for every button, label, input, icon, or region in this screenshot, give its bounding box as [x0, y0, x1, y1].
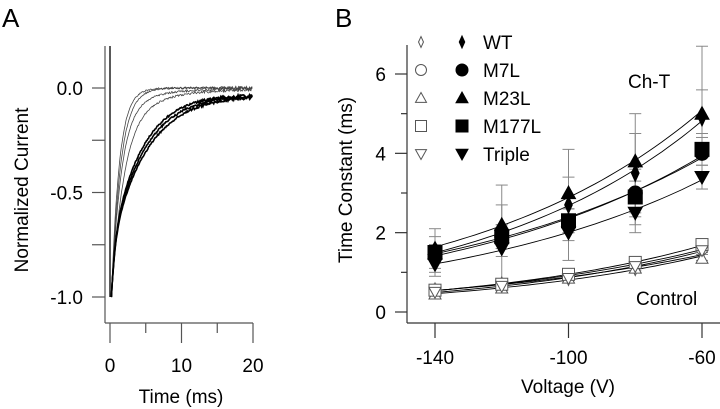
- legend-label: Triple: [483, 145, 530, 166]
- legend-marker-filled: [459, 36, 465, 48]
- data-point: [628, 190, 642, 204]
- legend-marker-open: [416, 121, 427, 132]
- panel-b-label: B: [335, 3, 352, 33]
- figure: A 0.0-0.5-1.00 10 20 Time (ms) Normalized …: [0, 0, 720, 409]
- legend-marker-open: [416, 65, 427, 76]
- x-tick-label: -140: [416, 348, 454, 369]
- data-point: [428, 259, 442, 272]
- x-tick-label: 10: [171, 356, 192, 377]
- panel-b-ylabel: Time Constant (ms): [336, 97, 357, 263]
- panel-a-xlabel: Time (ms): [139, 387, 224, 408]
- legend-marker-open: [416, 93, 427, 103]
- data-point: [695, 107, 709, 120]
- x-tick-label: 0: [105, 356, 116, 377]
- x-tick-label: -60: [688, 348, 715, 369]
- current-trace: [111, 88, 252, 297]
- data-point: [628, 207, 642, 220]
- legend-label: M23L: [483, 89, 531, 110]
- legend-marker-filled: [456, 149, 468, 160]
- y-tick-label: 0: [375, 303, 386, 324]
- y-tick-label: 4: [375, 144, 386, 165]
- legend-marker-filled: [456, 120, 468, 132]
- data-point: [695, 142, 709, 156]
- legend-marker-open: [419, 37, 424, 48]
- data-point: [562, 214, 576, 228]
- current-trace: [111, 96, 252, 296]
- data-point: [562, 186, 576, 199]
- panel-b-legend: WT M7L M23L M177L Triple: [416, 33, 542, 166]
- panel-a-ylabel: Normalized Current: [12, 107, 33, 272]
- x-tick-label: 20: [242, 356, 263, 377]
- current-trace: [111, 87, 252, 297]
- legend-label: M177L: [483, 117, 541, 138]
- y-tick-label: -0.5: [50, 184, 83, 205]
- annotation-ch-t: Ch-T: [628, 72, 671, 93]
- current-trace: [111, 96, 252, 298]
- panel-a-traces: [111, 87, 252, 298]
- current-trace: [111, 95, 252, 297]
- legend-marker-filled: [456, 64, 468, 76]
- current-trace: [111, 87, 252, 297]
- y-tick-label: 2: [375, 224, 386, 245]
- data-point: [628, 154, 642, 167]
- y-tick-label: -1.0: [50, 288, 83, 309]
- panel-b-xlabel: Voltage (V): [521, 377, 615, 398]
- legend-marker-open: [416, 150, 427, 160]
- data-point: [428, 246, 442, 260]
- annotation-control: Control: [636, 289, 697, 310]
- y-tick-label: 6: [375, 65, 386, 86]
- x-tick-label: -100: [549, 348, 587, 369]
- data-point: [495, 230, 509, 244]
- legend-label: WT: [483, 33, 513, 54]
- panel-a-label: A: [2, 3, 20, 33]
- legend-label: M7L: [483, 61, 520, 82]
- y-tick-label: 0.0: [57, 79, 83, 100]
- current-trace: [111, 87, 252, 297]
- legend-marker-filled: [456, 92, 468, 103]
